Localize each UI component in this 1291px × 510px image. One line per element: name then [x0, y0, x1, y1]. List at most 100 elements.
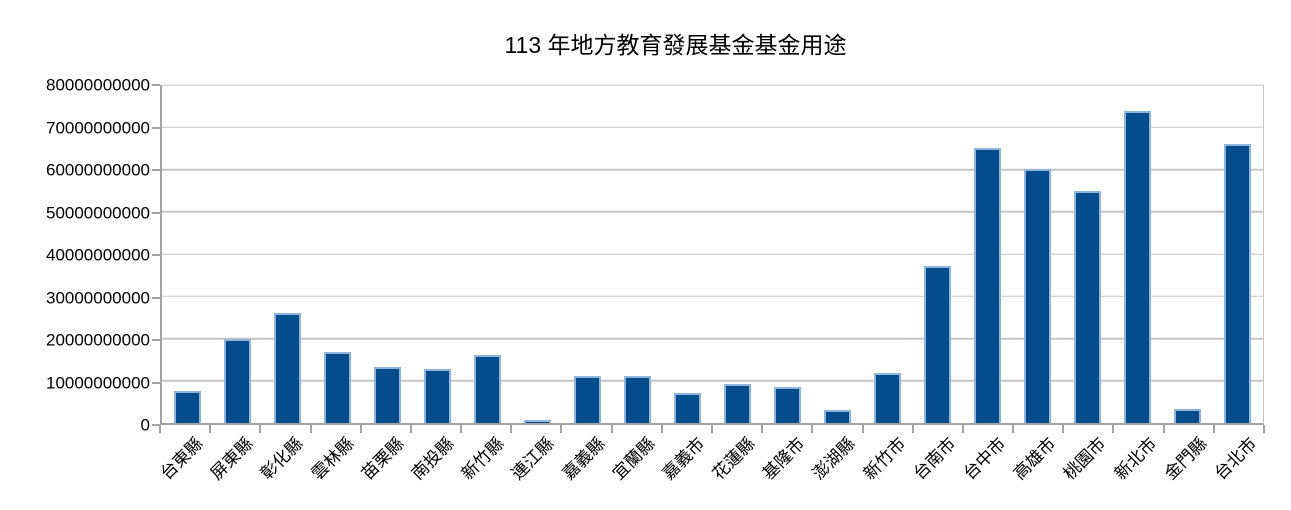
- x-tick-mark: [259, 425, 262, 433]
- bar: [1024, 169, 1052, 423]
- gridline: [162, 380, 1263, 382]
- x-tick-mark: [1062, 425, 1065, 433]
- x-tick-label: 嘉義縣: [558, 434, 608, 484]
- x-tick-label: 苗栗縣: [357, 434, 408, 484]
- x-axis-ticks: [159, 425, 1265, 435]
- y-tick-label: 10000000000: [45, 373, 150, 392]
- y-tick-label: 50000000000: [45, 203, 150, 222]
- bar: [323, 352, 351, 423]
- bars: [162, 85, 1263, 423]
- x-tick-mark: [961, 425, 964, 433]
- bar: [623, 376, 651, 423]
- x-tick-label: 連江縣: [508, 434, 558, 484]
- x-tick-label: 花蓮縣: [709, 434, 759, 484]
- x-tick-mark: [911, 425, 914, 433]
- bar: [1124, 110, 1152, 423]
- x-tick-mark: [560, 425, 563, 433]
- x-tick-label: 台東縣: [157, 434, 207, 484]
- x-tick-mark: [510, 425, 513, 433]
- y-tick-label: 70000000000: [45, 118, 150, 137]
- bar: [423, 368, 451, 423]
- bar: [723, 384, 751, 423]
- bar: [223, 338, 251, 423]
- gridline: [162, 337, 1263, 340]
- x-tick-label: 基隆市: [759, 434, 809, 484]
- bar: [923, 265, 951, 423]
- x-tick-label: 新竹縣: [458, 434, 508, 484]
- bar: [823, 409, 851, 423]
- bar: [573, 375, 601, 423]
- bar: [1224, 144, 1252, 423]
- bar: [173, 391, 201, 423]
- x-tick-mark: [1012, 425, 1015, 433]
- x-tick-mark: [1212, 425, 1215, 433]
- y-tick-mark: [152, 424, 160, 426]
- y-axis: 0 10000000000 20000000000 30000000000 400000…: [0, 77, 160, 434]
- x-tick-label: 彰化縣: [257, 434, 307, 484]
- x-tick-mark: [159, 425, 161, 433]
- x-tick-mark: [359, 425, 362, 433]
- bar: [1174, 408, 1202, 423]
- x-tick-mark: [861, 425, 864, 433]
- x-tick-label: 高雄市: [1010, 434, 1060, 484]
- x-axis-labels: 台東縣 屏東縣 彰化縣 雲林縣 苗栗縣 南投縣 新竹縣 連江縣 嘉義縣 宜蘭縣 嘉義市 花蓮縣 基隆市澎…: [157, 434, 1264, 510]
- bar: [523, 420, 551, 423]
- x-tick-mark: [309, 425, 312, 433]
- x-tick-label: 桃園市: [1060, 434, 1110, 484]
- bar: [673, 393, 701, 423]
- bar: [873, 372, 901, 423]
- x-tick-mark: [1112, 425, 1115, 433]
- y-tick-label: 40000000000: [45, 245, 150, 265]
- x-tick-label: 台南市: [909, 434, 960, 484]
- x-tick-label: 台北市: [1210, 434, 1261, 484]
- bar: [273, 313, 301, 423]
- plot-area: [160, 84, 1264, 425]
- bar: [773, 387, 801, 423]
- gridline: [162, 126, 1263, 128]
- x-tick-mark: [711, 425, 713, 433]
- x-tick-mark: [1162, 425, 1165, 433]
- y-tick-label: 60000000000: [45, 160, 150, 180]
- x-tick-mark: [1263, 425, 1265, 433]
- x-tick-label: 屏東縣: [207, 434, 257, 484]
- y-tick-mark: [152, 296, 160, 299]
- x-tick-mark: [610, 425, 613, 433]
- y-tick-mark: [152, 254, 160, 256]
- y-tick-mark: [152, 339, 160, 341]
- x-tick-label: 宜蘭縣: [608, 434, 659, 484]
- bar: [1074, 191, 1102, 423]
- y-tick-label: 30000000000: [45, 288, 150, 307]
- y-tick-mark: [152, 84, 160, 86]
- y-tick-mark: [152, 126, 160, 129]
- x-tick-mark: [761, 425, 764, 433]
- gridline: [162, 84, 1263, 86]
- y-tick-label: 80000000000: [45, 75, 150, 95]
- bar: [373, 367, 401, 423]
- x-tick-label: 嘉義市: [658, 434, 709, 484]
- gridline: [162, 253, 1263, 255]
- gridline: [162, 295, 1263, 297]
- x-tick-label: 新北市: [1110, 434, 1160, 484]
- y-tick-mark: [152, 381, 160, 384]
- y-tick-mark: [152, 211, 160, 214]
- x-tick-label: 台中市: [959, 434, 1010, 484]
- y-tick-mark: [152, 169, 160, 171]
- y-tick-label: 20000000000: [45, 330, 150, 350]
- x-tick-label: 金門縣: [1160, 434, 1211, 484]
- x-tick-label: 南投縣: [407, 434, 458, 484]
- x-tick-mark: [409, 425, 412, 433]
- x-tick-label: 雲林縣: [307, 434, 358, 484]
- x-tick-mark: [811, 425, 814, 433]
- chart-title: 113 年地方教育發展基金基金用途: [504, 32, 847, 58]
- bar: [473, 355, 501, 423]
- gridline: [162, 211, 1263, 213]
- x-tick-label: 澎湖縣: [809, 434, 859, 484]
- x-tick-mark: [660, 425, 663, 433]
- x-tick-mark: [460, 425, 463, 433]
- bar: [974, 147, 1002, 423]
- x-tick-label: 新竹市: [859, 434, 910, 484]
- x-tick-mark: [209, 425, 212, 433]
- y-tick-label: 0: [140, 415, 150, 435]
- gridline: [162, 168, 1263, 171]
